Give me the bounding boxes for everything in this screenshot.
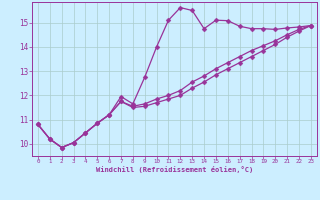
X-axis label: Windchill (Refroidissement éolien,°C): Windchill (Refroidissement éolien,°C) xyxy=(96,166,253,173)
